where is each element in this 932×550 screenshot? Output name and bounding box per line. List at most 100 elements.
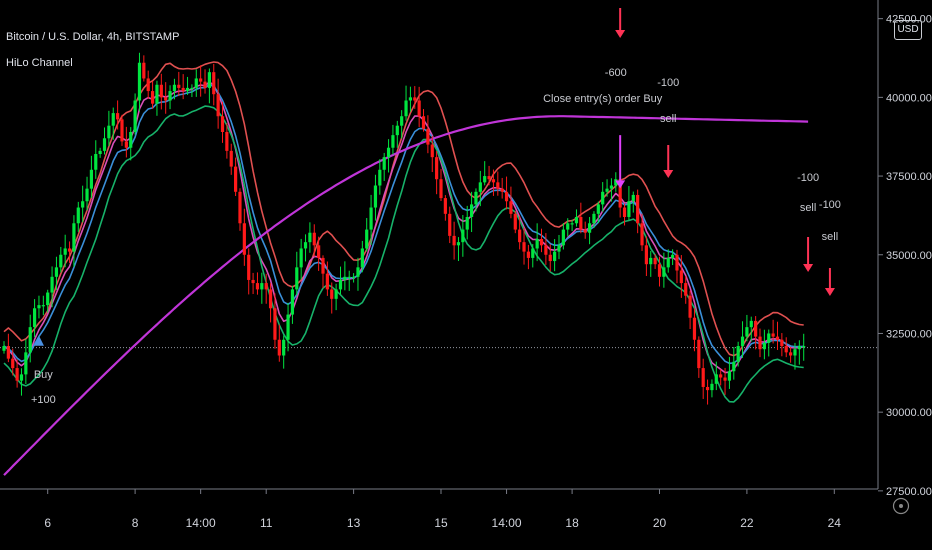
candle-body xyxy=(81,201,85,208)
candle-body xyxy=(780,339,784,347)
candle-body xyxy=(714,374,718,384)
candle-body xyxy=(688,295,692,318)
candle-body xyxy=(561,229,565,246)
candle-body xyxy=(94,154,98,170)
sell3-label: sell xyxy=(822,231,839,243)
candle-body xyxy=(365,229,369,249)
candle-body xyxy=(212,72,216,95)
candle-body xyxy=(439,179,443,199)
candle-body xyxy=(802,346,806,348)
candle-body xyxy=(732,361,736,372)
candle-body xyxy=(644,245,648,265)
hilo-upper-line xyxy=(3,61,804,357)
candle-body xyxy=(474,191,478,205)
candle-body xyxy=(448,213,452,236)
candle-body xyxy=(548,254,552,262)
candle-body xyxy=(662,267,666,277)
candle-body xyxy=(343,276,347,280)
candle-body xyxy=(583,229,587,233)
close-label: Close entry(s) order Buy xyxy=(543,93,663,105)
candle-body xyxy=(11,358,15,369)
candle-body xyxy=(684,283,688,296)
candle-body xyxy=(146,78,150,92)
x-tick-label: 18 xyxy=(565,516,579,530)
candle-body xyxy=(657,264,662,277)
candle-body xyxy=(762,342,766,350)
candle-body xyxy=(465,216,469,230)
x-tick-label: 11 xyxy=(260,516,273,530)
candle-body xyxy=(587,223,592,233)
candle-body xyxy=(640,223,644,246)
x-tick-label: 13 xyxy=(347,516,361,530)
candle-body xyxy=(308,232,312,243)
candle-body xyxy=(15,368,19,381)
candle-body xyxy=(557,245,561,252)
close-amount: -600 xyxy=(605,67,627,79)
candle-body xyxy=(574,216,579,224)
candle-body xyxy=(491,179,496,183)
candle-body xyxy=(181,87,185,92)
y-tick-label: 30000.00 xyxy=(886,407,932,419)
candle-body xyxy=(312,232,316,246)
buy-label: Buy xyxy=(34,369,53,381)
candle-body xyxy=(596,204,600,214)
candle-body xyxy=(24,352,28,375)
candle-body xyxy=(120,119,124,142)
candle-body xyxy=(631,194,635,202)
candle-body xyxy=(303,242,308,249)
candle-body xyxy=(679,270,683,284)
candle-body xyxy=(692,317,697,340)
x-tick-label: 14:00 xyxy=(186,516,216,530)
candle-body xyxy=(413,97,417,101)
candle-body xyxy=(570,223,574,225)
hilo-lower-line xyxy=(3,105,804,403)
candle-body xyxy=(456,242,461,246)
candle-body xyxy=(797,346,801,350)
candle-body xyxy=(330,289,334,299)
candle-body xyxy=(701,368,705,387)
candle-body xyxy=(325,273,329,290)
candle-body xyxy=(553,251,557,262)
candle-body xyxy=(653,257,657,265)
candle-body xyxy=(334,289,338,299)
settings-icon[interactable] xyxy=(892,497,910,515)
candle-body xyxy=(758,336,762,350)
candle-body xyxy=(273,308,277,340)
candle-body xyxy=(142,62,146,79)
candle-body xyxy=(518,229,522,243)
indicator-label[interactable]: HiLo Channel xyxy=(6,57,73,69)
candle-body xyxy=(705,386,710,391)
x-tick-label: 24 xyxy=(828,516,842,530)
candle-body xyxy=(282,339,286,356)
candle-body xyxy=(229,150,233,167)
candle-body xyxy=(426,128,430,145)
sell1-label: sell xyxy=(660,113,677,125)
candle-body xyxy=(159,84,163,98)
candle-body xyxy=(234,166,238,192)
candle-body xyxy=(264,283,268,290)
currency-button[interactable]: USD xyxy=(894,20,922,40)
candle-body xyxy=(675,254,679,271)
candle-body xyxy=(203,81,207,88)
x-tick-label: 8 xyxy=(132,516,139,530)
candle-body xyxy=(483,176,487,183)
candle-body xyxy=(539,239,544,246)
sell2-amount: -100 xyxy=(797,172,819,184)
candle-body xyxy=(63,248,67,255)
candle-body xyxy=(242,223,246,255)
candle-body xyxy=(299,248,303,268)
candle-body xyxy=(2,346,6,351)
candle-body xyxy=(671,254,675,258)
candle-body xyxy=(321,257,325,274)
candle-body xyxy=(775,336,780,340)
candle-body xyxy=(37,305,41,309)
candle-body xyxy=(622,207,627,217)
mid-ma-line xyxy=(3,83,804,365)
candle-body xyxy=(85,188,89,202)
candle-body xyxy=(129,131,133,148)
candle-body xyxy=(435,157,439,180)
candle-body xyxy=(352,276,356,278)
candle-body xyxy=(382,157,386,170)
candle-body xyxy=(404,100,408,117)
